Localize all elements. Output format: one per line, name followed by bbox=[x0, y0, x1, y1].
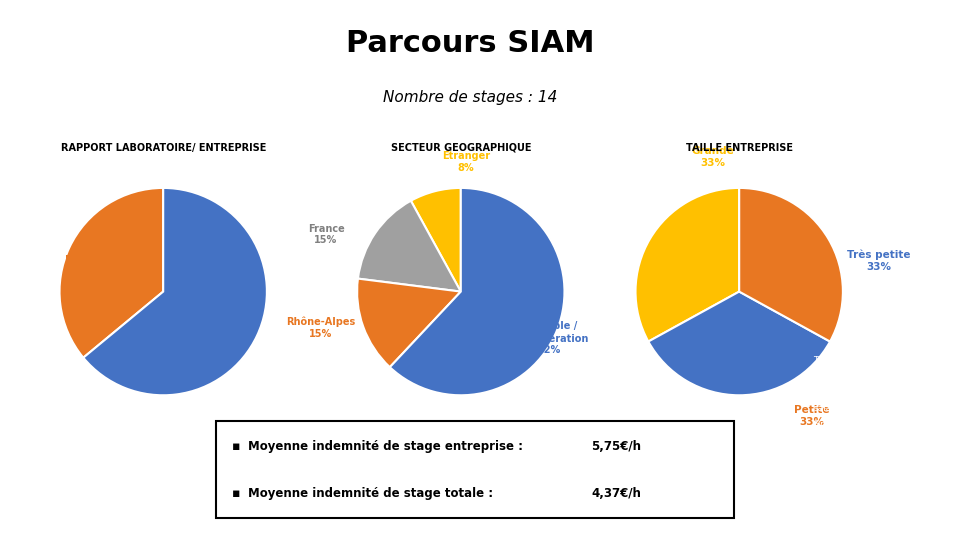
Wedge shape bbox=[411, 188, 461, 292]
Text: Moyenne indemnité de stage totale :: Moyenne indemnité de stage totale : bbox=[248, 487, 493, 500]
Text: France
15%: France 15% bbox=[307, 224, 345, 245]
Wedge shape bbox=[636, 188, 739, 341]
Text: Petite
33%: Petite 33% bbox=[794, 405, 829, 427]
Wedge shape bbox=[648, 292, 830, 395]
Text: UFR IM²AG: UFR IM²AG bbox=[39, 23, 114, 36]
Text: 5,75€/h: 5,75€/h bbox=[591, 440, 641, 453]
Wedge shape bbox=[84, 188, 267, 395]
Text: Très petite
33%: Très petite 33% bbox=[848, 249, 911, 272]
Wedge shape bbox=[739, 188, 843, 341]
Title: SECTEUR GEOGRAPHIQUE: SECTEUR GEOGRAPHIQUE bbox=[391, 143, 531, 153]
Text: Nombre de stages : 14: Nombre de stages : 14 bbox=[383, 90, 558, 105]
Text: Parcours SIAM: Parcours SIAM bbox=[347, 29, 594, 58]
Text: Laboratoire
64%: Laboratoire 64% bbox=[165, 338, 234, 360]
Title: RAPPORT LABORATOIRE/ ENTREPRISE: RAPPORT LABORATOIRE/ ENTREPRISE bbox=[60, 143, 266, 153]
Wedge shape bbox=[390, 188, 564, 395]
Title: TAILLE ENTREPRISE: TAILLE ENTREPRISE bbox=[685, 143, 793, 153]
Text: Grenoble /
agglomération
62%: Grenoble / agglomération 62% bbox=[509, 321, 589, 355]
Text: ▪: ▪ bbox=[232, 487, 241, 500]
Text: Rhône-Alpes
15%: Rhône-Alpes 15% bbox=[286, 317, 355, 339]
Text: ▪: ▪ bbox=[232, 440, 241, 453]
Text: Etranger
8%: Etranger 8% bbox=[442, 151, 490, 173]
Wedge shape bbox=[357, 279, 461, 367]
Text: Entreprise
36%: Entreprise 36% bbox=[65, 255, 127, 276]
Text: 4,37€/h: 4,37€/h bbox=[591, 487, 641, 500]
Text: UNIVERSITÉ
Grenoble
Alpes: UNIVERSITÉ Grenoble Alpes bbox=[30, 214, 105, 247]
FancyBboxPatch shape bbox=[216, 421, 734, 518]
Text: Moyenne indemnité de stage entreprise :: Moyenne indemnité de stage entreprise : bbox=[248, 440, 523, 453]
Wedge shape bbox=[60, 188, 163, 357]
Text: Très petite : 1-10 salariés
Petite : 10-100 salariés
Moyenne : 100-500
salariés
: Très petite : 1-10 salariés Petite : 10-… bbox=[813, 355, 927, 429]
Text: Grande
33%: Grande 33% bbox=[692, 146, 734, 167]
Text: 2016-2017
Master 2 STS
Mention
Mathématiques
et applications: 2016-2017 Master 2 STS Mention Mathémati… bbox=[832, 42, 924, 109]
Wedge shape bbox=[358, 201, 461, 292]
